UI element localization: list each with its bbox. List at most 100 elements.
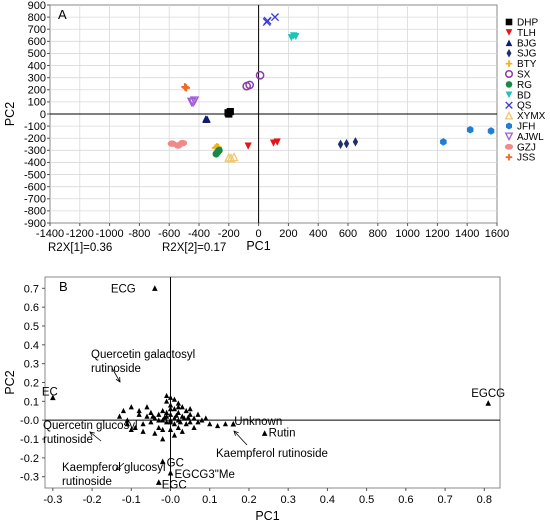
point-dhp-shape xyxy=(224,109,232,117)
tick-label-y-b: 0.7 xyxy=(24,283,39,295)
legend-marker-sjg-shape xyxy=(506,48,512,58)
loading-point xyxy=(183,421,189,427)
loading-point xyxy=(171,396,178,402)
loading-point-rutin xyxy=(261,430,268,436)
legend-label-rg: RG xyxy=(517,80,532,91)
loading-point xyxy=(160,426,166,432)
point-sjg-shape xyxy=(337,139,344,149)
tick-label-y-b: -0.2 xyxy=(20,453,39,465)
loading-point-unknown xyxy=(230,420,237,427)
tick-label-x: -1200 xyxy=(66,228,94,240)
loading-point xyxy=(163,409,170,415)
point-tlh-shape xyxy=(273,138,281,146)
tick-label-x-b: 0.2 xyxy=(241,494,256,506)
tick-label-x: 800 xyxy=(369,228,387,240)
point-xymx-shape xyxy=(226,153,236,163)
point-sjg xyxy=(343,138,350,149)
point-sx xyxy=(255,70,265,80)
tick-label-x: -800 xyxy=(128,228,150,240)
tick-label-x: -1400 xyxy=(36,228,64,240)
loading-point-egcg xyxy=(485,400,492,406)
tick-label-x: 1000 xyxy=(395,228,419,240)
panel-label-a: A xyxy=(58,7,67,22)
tick-label-y: -600 xyxy=(24,181,46,193)
point-sjg xyxy=(352,137,359,147)
legend-marker-jfh-shape xyxy=(505,122,513,130)
tick-label-x-b: -0.0 xyxy=(161,494,180,506)
plot-frame-b xyxy=(44,276,501,489)
point-label-egcg3me: EGCG3"Me xyxy=(175,469,235,481)
tick-label-x: -400 xyxy=(188,228,210,240)
loading-point xyxy=(175,409,181,415)
point-tlh xyxy=(244,142,252,150)
tick-label-y: -800 xyxy=(24,206,46,218)
tick-label-y: -300 xyxy=(24,145,46,157)
point-sx xyxy=(245,80,255,90)
loading-point xyxy=(156,417,162,423)
loading-point xyxy=(179,404,185,410)
point-jfh-shape xyxy=(440,138,447,146)
tick-label-y: 300 xyxy=(28,72,46,84)
tick-label-y: -200 xyxy=(24,133,46,145)
loading-point xyxy=(136,411,142,417)
loading-point xyxy=(140,428,146,434)
loading-point xyxy=(175,404,181,410)
annotation-line: rutinoside xyxy=(91,363,141,375)
annotation-arrow-shaft xyxy=(89,431,102,442)
loading-point xyxy=(195,411,201,417)
legend-label-sx: SX xyxy=(517,70,531,81)
annotation-line: Quercetin galactosyl xyxy=(91,349,195,361)
tick-label-x-b: 0.7 xyxy=(437,494,452,506)
tick-label-y-b: -0.0 xyxy=(20,415,39,427)
tick-label-y: 800 xyxy=(28,12,46,24)
annotation-line: Quercetin glucosyl xyxy=(43,420,138,432)
loading-point xyxy=(136,407,142,414)
point-jfh xyxy=(487,127,495,135)
point-gzj xyxy=(178,139,188,147)
legend-marker-bd xyxy=(505,91,513,99)
tick-label-y-b: 0.5 xyxy=(24,321,39,333)
loading-point-gc xyxy=(159,458,166,465)
legend-marker-bjg-shape xyxy=(505,39,513,47)
legend-label-ajwl: AJWL xyxy=(517,132,544,143)
point-dhp xyxy=(224,109,232,117)
loading-point xyxy=(156,424,162,431)
tick-label-y-b: 0.2 xyxy=(24,378,39,390)
loading-point xyxy=(124,421,130,427)
loading-point xyxy=(148,409,154,415)
loading-point xyxy=(183,407,189,414)
point-qs xyxy=(262,17,271,27)
loading-point xyxy=(162,414,168,420)
point-bjg-shape xyxy=(203,115,211,123)
annotation-label-4: Kaempferol rutinoside xyxy=(216,448,328,460)
legend-marker-xymx xyxy=(504,110,514,120)
legend-marker-dhp xyxy=(505,18,513,26)
annotation-line: rutinoside xyxy=(43,434,93,446)
point-label-rutin: Rutin xyxy=(269,427,296,439)
legend-marker-gzj-shape xyxy=(504,143,514,150)
legend-marker-rg-shape xyxy=(505,81,513,88)
r2x-note-2: R2X[2]=0.17 xyxy=(162,242,226,254)
tick-label-x-b: -0.3 xyxy=(43,494,62,506)
loading-point xyxy=(167,417,174,423)
legend-marker-jss xyxy=(505,153,513,161)
legend-label-jss: JSS xyxy=(517,153,536,164)
tick-label-x-b: 0.5 xyxy=(359,494,374,506)
legend-label-sjg: SJG xyxy=(517,49,537,60)
loading-point xyxy=(140,421,146,427)
annotation-line: rutinoside xyxy=(62,476,112,488)
tick-label-x-b: -0.1 xyxy=(122,494,141,506)
tick-label-y: 700 xyxy=(28,24,46,36)
annotation-line: Kaempferol rutinoside xyxy=(216,448,328,460)
loading-point xyxy=(171,432,178,438)
loading-point-egc xyxy=(155,479,162,485)
chart-b: 0.7 0.6 0.5 0.4 0.3 0.2 0.1 -0.0 -0.1 -0.2 -0.3 -0.… xyxy=(3,276,505,523)
tick-label-y: -100 xyxy=(24,121,46,133)
point-jfh xyxy=(466,125,474,134)
legend-marker-gzj xyxy=(504,143,514,150)
loading-point xyxy=(167,426,174,432)
tick-label-x: 1200 xyxy=(425,228,449,240)
point-jss-shape xyxy=(181,83,189,91)
legend-marker-ajwl xyxy=(504,132,514,142)
annotation-label-1: Quercetin galactosyl rutinoside xyxy=(91,349,195,375)
